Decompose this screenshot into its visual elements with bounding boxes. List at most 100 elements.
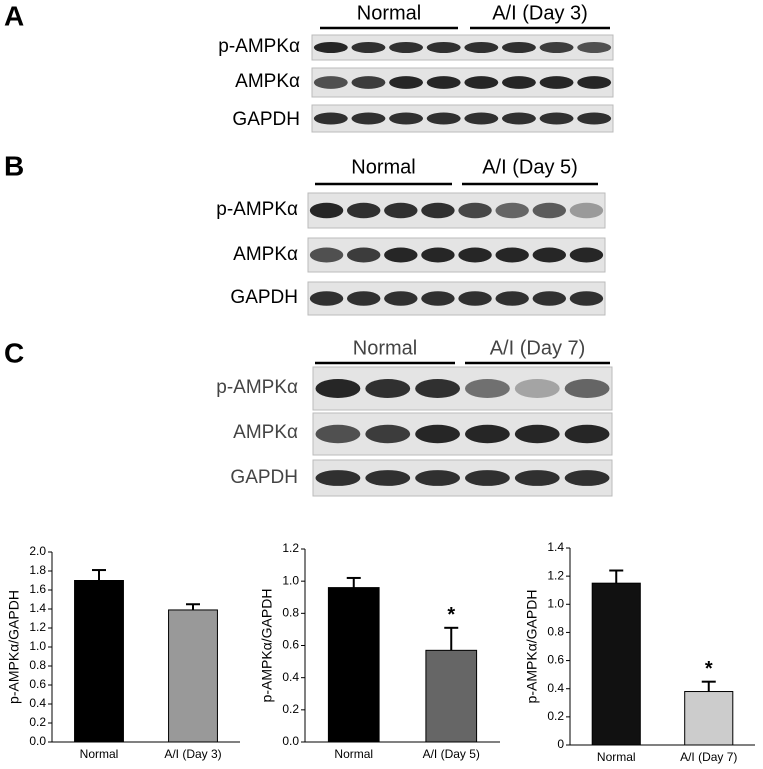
blot-band	[532, 291, 567, 306]
x-tick-label: Normal	[334, 747, 373, 761]
x-tick-label: Normal	[80, 747, 119, 761]
blot-band	[564, 470, 610, 486]
blot-band	[309, 202, 344, 219]
group-label: A/I (Day 5)	[482, 156, 578, 178]
x-tick-label: Normal	[597, 750, 636, 764]
row-label: AMPKα	[235, 71, 300, 92]
blot-band	[313, 112, 348, 125]
blot-band	[464, 112, 499, 125]
blot-band	[309, 291, 344, 306]
blot-band	[346, 202, 381, 219]
panel-letter: B	[4, 150, 24, 181]
group-label: A/I (Day 3)	[492, 2, 588, 24]
group-label: Normal	[351, 156, 415, 178]
y-tick-label: 0.2	[547, 709, 564, 723]
blot-band	[313, 76, 348, 89]
y-tick-label: 1.2	[547, 568, 564, 582]
blot-band	[577, 112, 612, 125]
blot-band	[514, 424, 560, 444]
blot-band	[351, 42, 386, 53]
y-tick-label: 0.4	[29, 696, 46, 710]
blot-band	[365, 379, 411, 398]
y-axis-label: p-AMPKα/GAPDH	[259, 589, 275, 703]
blot-band	[458, 291, 492, 306]
blot-band	[464, 379, 510, 398]
blot-band	[458, 247, 492, 263]
blot-band	[315, 379, 361, 398]
blot-band	[426, 42, 461, 53]
y-tick-label: 1.8	[29, 563, 46, 577]
blot-band	[315, 424, 361, 444]
blot-band	[577, 76, 612, 89]
blot-band	[315, 470, 361, 486]
blot-band	[577, 42, 612, 53]
row-label: GAPDH	[230, 287, 298, 308]
blot-band	[389, 42, 423, 53]
y-tick-label: 0.6	[547, 653, 564, 667]
group-label: Normal	[353, 337, 417, 359]
blot-band	[569, 202, 604, 219]
blot-band	[564, 424, 610, 444]
row-label: GAPDH	[230, 467, 298, 488]
y-tick-label: 1.6	[29, 582, 46, 596]
blot-band	[539, 112, 574, 125]
blot-band	[346, 247, 381, 263]
blot-band	[464, 42, 499, 53]
y-tick-label: 0.2	[29, 715, 46, 729]
bar	[168, 609, 218, 743]
blot-band	[309, 247, 344, 263]
y-tick-label: 0.0	[282, 734, 299, 748]
y-tick-label: 1.4	[547, 540, 564, 554]
panel-letter: C	[4, 337, 24, 368]
blot-strip	[312, 459, 613, 497]
blot-band	[495, 202, 529, 219]
blot-band	[532, 202, 567, 219]
blot-band	[426, 76, 461, 89]
blot-band	[384, 291, 418, 306]
blot-strip	[312, 412, 613, 456]
row-label: AMPKα	[233, 422, 298, 443]
blot-band	[502, 112, 536, 125]
row-label: AMPKα	[233, 244, 298, 265]
y-tick-label: 0.6	[29, 677, 46, 691]
blot-band	[346, 291, 381, 306]
y-tick-label: 0.4	[282, 670, 299, 684]
blot-band	[532, 247, 567, 263]
y-tick-label: 1.0	[547, 596, 564, 610]
blot-band	[415, 424, 461, 444]
blot-band	[365, 424, 411, 444]
blot-band	[458, 202, 492, 219]
blot-band	[313, 42, 348, 53]
x-tick-label: A/I (Day 5)	[423, 747, 480, 761]
y-tick-label: 0.2	[282, 702, 299, 716]
y-tick-label: 0.8	[29, 658, 46, 672]
blot-band	[389, 76, 423, 89]
y-tick-label: 0.8	[547, 625, 564, 639]
y-tick-label: 0.0	[29, 734, 46, 748]
y-tick-label: 2.0	[29, 544, 46, 558]
panel-letter: A	[4, 0, 24, 31]
blot-band	[389, 112, 423, 125]
y-axis-label: p-AMPKα/GAPDH	[6, 590, 22, 704]
bar	[327, 587, 380, 743]
blot-band	[464, 470, 510, 486]
group-label: Normal	[357, 2, 421, 24]
y-axis-label: p-AMPKα/GAPDH	[524, 590, 540, 704]
row-label: p-AMPKα	[216, 377, 298, 398]
blot-band	[495, 247, 529, 263]
blot-band	[514, 470, 560, 486]
blot-band	[502, 42, 536, 53]
y-tick-label: 0.6	[282, 638, 299, 652]
y-tick-label: 0.8	[282, 606, 299, 620]
bar	[74, 580, 124, 743]
group-label: A/I (Day 7)	[490, 337, 586, 359]
blot-band	[421, 247, 455, 263]
blot-band	[426, 112, 461, 125]
blot-band	[514, 379, 560, 398]
row-label: p-AMPKα	[216, 199, 298, 220]
x-tick-label: A/I (Day 7)	[680, 750, 737, 764]
blot-band	[539, 42, 574, 53]
x-tick-label: A/I (Day 3)	[164, 747, 221, 761]
y-tick-label: 0	[557, 737, 564, 751]
